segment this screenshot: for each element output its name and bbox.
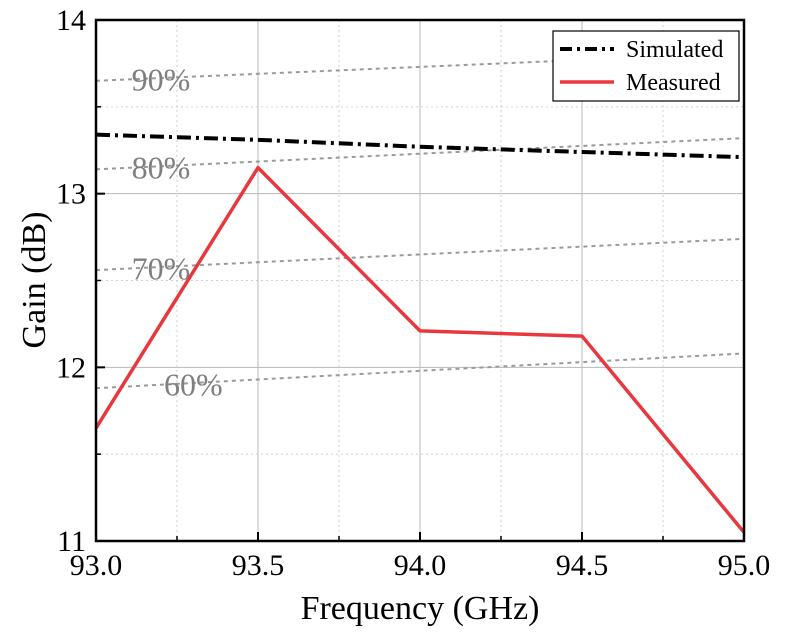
legend-box [552,30,740,102]
axis-ticks: 93.0 93.5 94.0 94.5 95.0 11 12 13 14 [56,4,770,582]
y-tick-label: 14 [56,4,86,37]
y-tick-label: 13 [56,178,86,211]
efficiency-label-90: 90% [132,61,191,97]
efficiency-label-60: 60% [164,367,223,403]
series-group [94,132,746,534]
x-tick-label: 94.5 [556,549,609,582]
x-tick-label: 95.0 [718,549,771,582]
x-axis-title: Frequency (GHz) [301,590,540,627]
grid [96,20,744,541]
x-tick-label: 93.0 [70,549,123,582]
efficiency-label-80: 80% [132,150,191,186]
x-tick-label: 93.5 [232,549,285,582]
y-tick-label: 12 [56,351,86,384]
legend-label-measured: Measured [626,70,721,96]
efficiency-label-70: 70% [132,250,191,286]
y-axis-title: Gain (dB) [16,212,53,349]
series-line-measured [94,165,746,534]
y-tick-label: 11 [57,525,86,558]
legend: Simulated Measured [552,30,740,102]
legend-label-simulated: Simulated [626,37,723,63]
x-tick-label: 94.0 [394,549,447,582]
efficiency-lines: 90% 80% 70% 60% [95,51,745,403]
series-line-simulated [95,132,745,160]
